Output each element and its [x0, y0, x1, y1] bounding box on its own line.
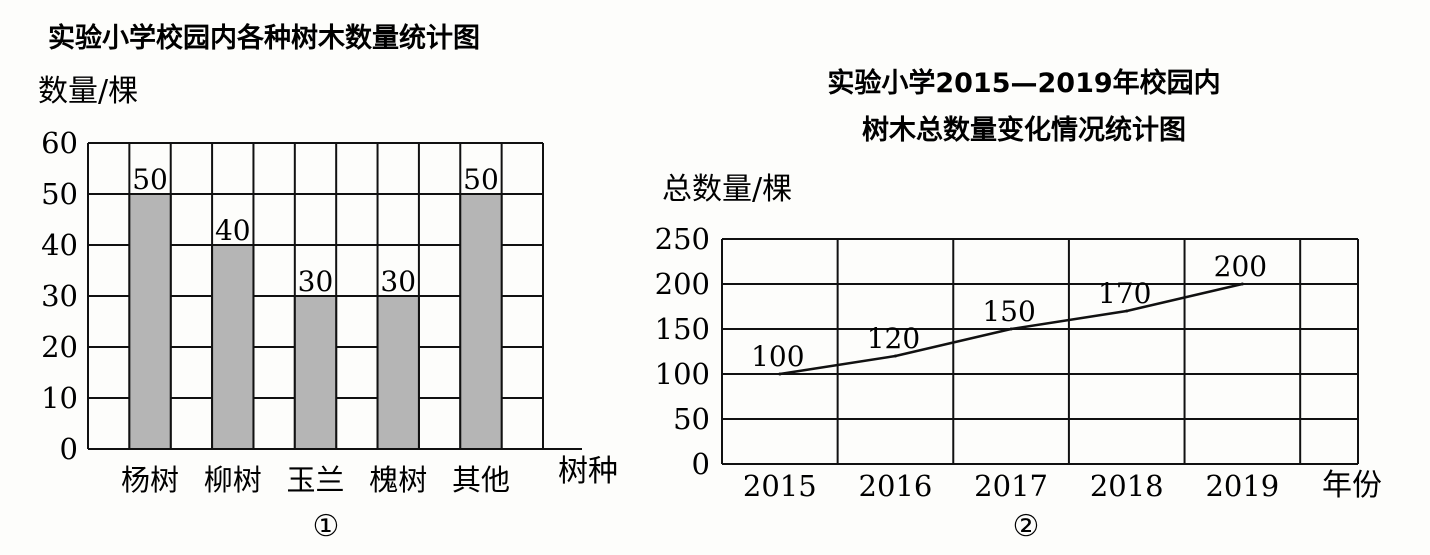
bar — [293, 295, 338, 450]
line-data-label: 170 — [1098, 277, 1151, 310]
bar-chart-y-tick-label: 60 — [41, 126, 78, 160]
line-chart-data-labels: 100 120 150 170 200 — [751, 250, 1267, 373]
line-point — [893, 354, 897, 358]
bar-chart-y-tick-label: 20 — [41, 330, 78, 364]
line-data-label: 150 — [982, 295, 1035, 328]
line-category-label: 2015 — [743, 469, 817, 503]
bar-chart-y-tick-label: 40 — [41, 228, 78, 262]
bar-chart-data-labels: 50 40 30 30 50 — [132, 163, 499, 298]
bar — [128, 193, 172, 450]
bar-category-label: 玉兰 — [286, 463, 344, 497]
bar-category-label: 杨树 — [121, 463, 179, 497]
line-chart-y-ticks: 0 50 100 150 200 250 — [655, 222, 710, 481]
bar-category-label: 柳树 — [204, 463, 262, 497]
bar-chart: 实验小学校园内各种树木数量统计图 数量/棵 树种 0 10 20 30 40 50 60 5… — [38, 22, 618, 544]
line-category-label: 2016 — [859, 469, 933, 503]
line-data-label: 200 — [1214, 250, 1267, 283]
line-chart-y-tick-label: 150 — [655, 312, 710, 346]
line-point — [1009, 327, 1013, 331]
bar — [459, 193, 503, 450]
line-data-label: 120 — [867, 322, 920, 355]
bar-data-label: 50 — [132, 163, 168, 196]
bar-category-label: 槐树 — [369, 463, 427, 497]
bar-data-label: 50 — [463, 163, 499, 196]
bar-chart-y-tick-label: 0 — [60, 432, 78, 466]
line-category-label: 2018 — [1090, 469, 1164, 503]
line-point — [778, 372, 782, 376]
line-chart-y-tick-label: 100 — [655, 357, 710, 391]
line-chart-title-line2: 树木总数量变化情况统计图 — [862, 114, 1186, 146]
bar-data-label: 30 — [380, 265, 416, 298]
line-point — [1240, 282, 1244, 286]
bar — [211, 244, 255, 450]
line-chart-series — [778, 282, 1244, 376]
bar-category-label: 其他 — [452, 463, 510, 497]
line-chart-x-axis-label: 年份 — [1322, 468, 1382, 503]
line-chart-y-tick-label: 200 — [655, 267, 710, 301]
bar-chart-y-tick-label: 30 — [41, 279, 78, 313]
bar-data-label: 30 — [298, 265, 334, 298]
line-chart: 实验小学2015—2019年校园内 树木总数量变化情况统计图 总数量/棵 年份 … — [655, 67, 1382, 544]
bar-chart-x-axis-label: 树种 — [558, 454, 618, 489]
line-chart-category-labels: 2015 2016 2017 2018 2019 — [743, 469, 1279, 503]
line-category-label: 2017 — [974, 469, 1048, 503]
line-chart-title-line1: 实验小学2015—2019年校园内 — [827, 67, 1220, 99]
bar-chart-y-ticks: 0 10 20 30 40 50 60 — [41, 126, 78, 466]
bar-chart-y-tick-label: 50 — [41, 177, 78, 211]
line-chart-y-tick-label: 0 — [692, 447, 710, 481]
bar-chart-figure-number: ① — [313, 509, 340, 544]
bar-chart-y-axis-label: 数量/棵 — [38, 74, 138, 109]
bar-chart-bars — [128, 193, 503, 450]
bar — [376, 295, 420, 450]
bar-chart-category-labels: 杨树 柳树 玉兰 槐树 其他 — [121, 463, 510, 497]
line-chart-grid — [721, 238, 1359, 465]
line-point — [1125, 309, 1129, 313]
line-category-label: 2019 — [1205, 469, 1279, 503]
line-chart-figure-number: ② — [1013, 509, 1040, 544]
line-chart-y-tick-label: 50 — [673, 402, 710, 436]
bar-chart-y-tick-label: 10 — [41, 381, 78, 415]
line-chart-y-tick-label: 250 — [655, 222, 710, 256]
line-chart-y-axis-label: 总数量/棵 — [662, 172, 792, 207]
bar-data-label: 40 — [215, 214, 251, 247]
line-data-label: 100 — [751, 340, 804, 373]
bar-chart-title: 实验小学校园内各种树木数量统计图 — [48, 22, 480, 54]
